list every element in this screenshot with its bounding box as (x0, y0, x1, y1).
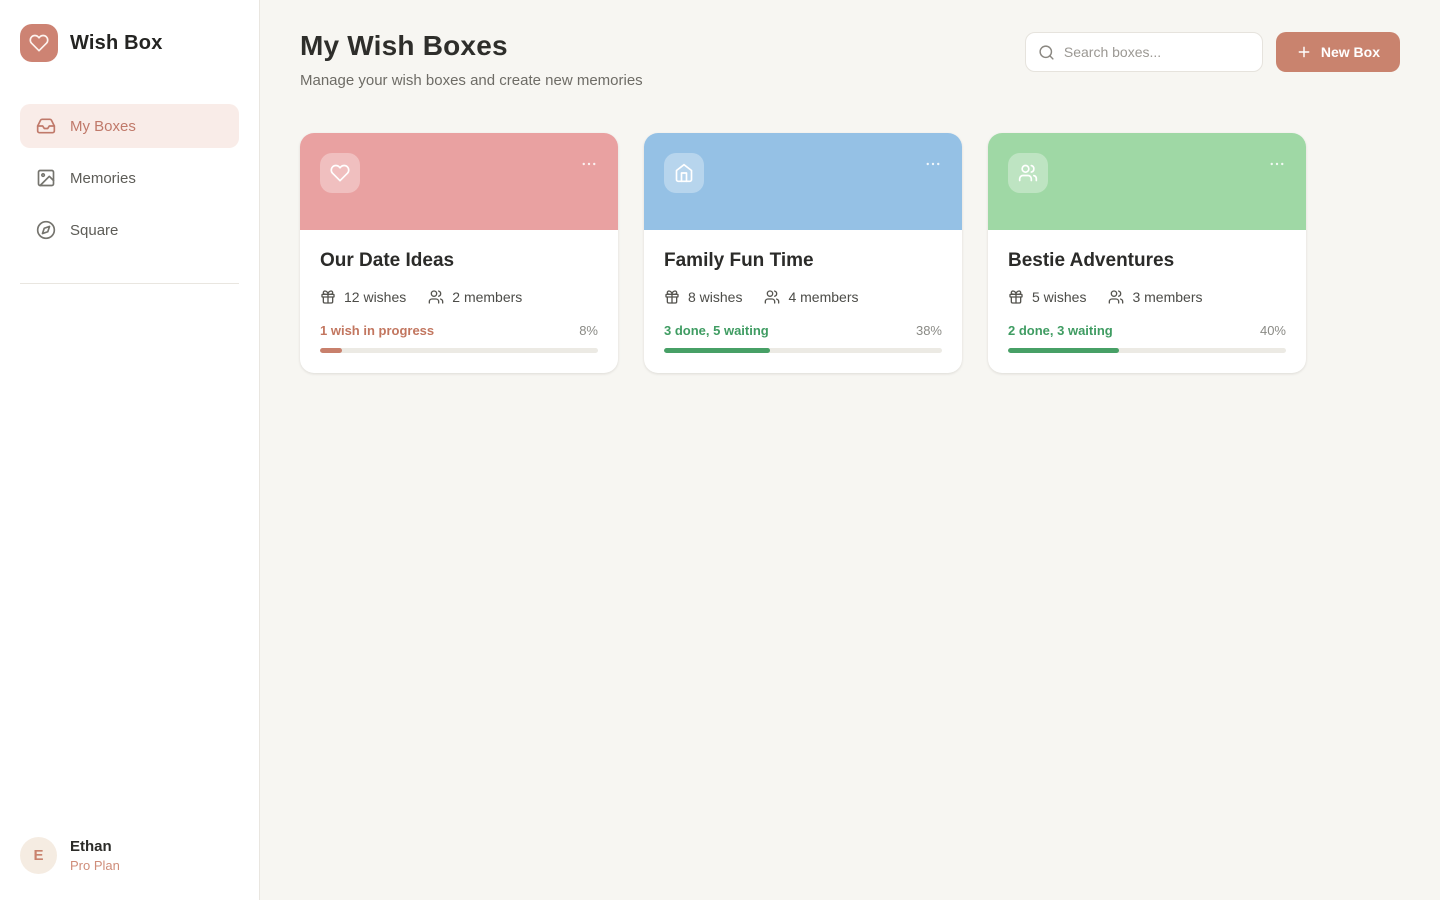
user-profile[interactable]: E Ethan Pro Plan (20, 837, 239, 874)
image-icon (36, 168, 56, 188)
compass-icon (36, 220, 56, 240)
progress-fill (664, 348, 770, 353)
members-count: 4 members (788, 289, 859, 305)
gift-icon (1008, 289, 1024, 305)
card-menu-button[interactable] (1264, 151, 1290, 177)
box-card-header (644, 133, 962, 230)
gift-icon (664, 289, 680, 305)
sidebar-item-label: My Boxes (70, 117, 136, 135)
new-box-button-label: New Box (1320, 44, 1380, 60)
users-icon (428, 289, 444, 305)
user-name: Ethan (70, 838, 112, 855)
sidebar-item-memories[interactable]: Memories (20, 156, 239, 200)
sidebar-item-my-boxes[interactable]: My Boxes (20, 104, 239, 148)
progress-bar (320, 348, 598, 353)
box-title: Family Fun Time (664, 250, 814, 271)
avatar: E (20, 837, 57, 874)
box-title: Bestie Adventures (1008, 250, 1175, 271)
sidebar-item-square[interactable]: Square (20, 208, 239, 252)
search-icon (1038, 44, 1055, 61)
sidebar-divider (20, 283, 239, 284)
home-icon (664, 153, 704, 193)
members-count: 3 members (1132, 289, 1203, 305)
wishes-count: 8 wishes (688, 289, 743, 305)
box-percent: 38% (915, 323, 942, 338)
users-icon (1008, 153, 1048, 193)
box-card-header (988, 133, 1306, 230)
app-logo-row: Wish Box (20, 24, 239, 62)
box-title: Our Date Ideas (320, 250, 455, 271)
box-card[interactable]: Family Fun Time 8 wishes 4 members 3 don… (644, 133, 962, 373)
sidebar: Wish Box My Boxes Memories Square E Etha… (0, 0, 260, 900)
box-card[interactable]: Our Date Ideas 12 wishes 2 members 1 wis… (300, 133, 618, 373)
users-icon (1108, 289, 1124, 305)
user-plan-badge: Pro Plan (70, 858, 120, 873)
box-percent: 40% (1259, 323, 1286, 338)
page-subtitle: Manage your wish boxes and create new me… (300, 72, 643, 89)
progress-bar (664, 348, 942, 353)
box-card[interactable]: Bestie Adventures 5 wishes 3 members 2 d… (988, 133, 1306, 373)
box-status: 2 done, 3 waiting (1008, 323, 1113, 338)
sidebar-item-label: Square (70, 221, 119, 239)
progress-bar (1008, 348, 1286, 353)
members-count: 2 members (452, 289, 523, 305)
new-box-button[interactable]: New Box (1275, 32, 1400, 72)
app-title: Wish Box (70, 31, 163, 54)
heart-logo-icon (20, 24, 58, 62)
progress-fill (1008, 348, 1120, 353)
wishes-count: 12 wishes (344, 289, 407, 305)
search-input[interactable] (1063, 44, 1250, 60)
wishes-count: 5 wishes (1032, 289, 1087, 305)
page-title: My Wish Boxes (300, 30, 508, 61)
card-menu-button[interactable] (920, 151, 946, 177)
search-box[interactable] (1024, 32, 1263, 72)
page-header: My Wish Boxes Manage your wish boxes and… (300, 30, 1400, 89)
gift-icon (320, 289, 336, 305)
sidebar-nav: My Boxes Memories Square (20, 104, 239, 252)
inbox-icon (36, 116, 56, 136)
heart-icon (320, 153, 360, 193)
main-content: My Wish Boxes Manage your wish boxes and… (260, 0, 1440, 900)
box-percent: 8% (579, 323, 598, 338)
box-status: 1 wish in progress (320, 323, 435, 338)
progress-fill (320, 348, 343, 353)
sidebar-item-label: Memories (70, 169, 136, 187)
plus-icon (1296, 44, 1312, 60)
box-card-grid: Our Date Ideas 12 wishes 2 members 1 wis… (300, 133, 1400, 373)
box-card-header (300, 133, 618, 230)
users-icon (764, 289, 780, 305)
box-status: 3 done, 5 waiting (664, 323, 769, 338)
card-menu-button[interactable] (576, 151, 602, 177)
